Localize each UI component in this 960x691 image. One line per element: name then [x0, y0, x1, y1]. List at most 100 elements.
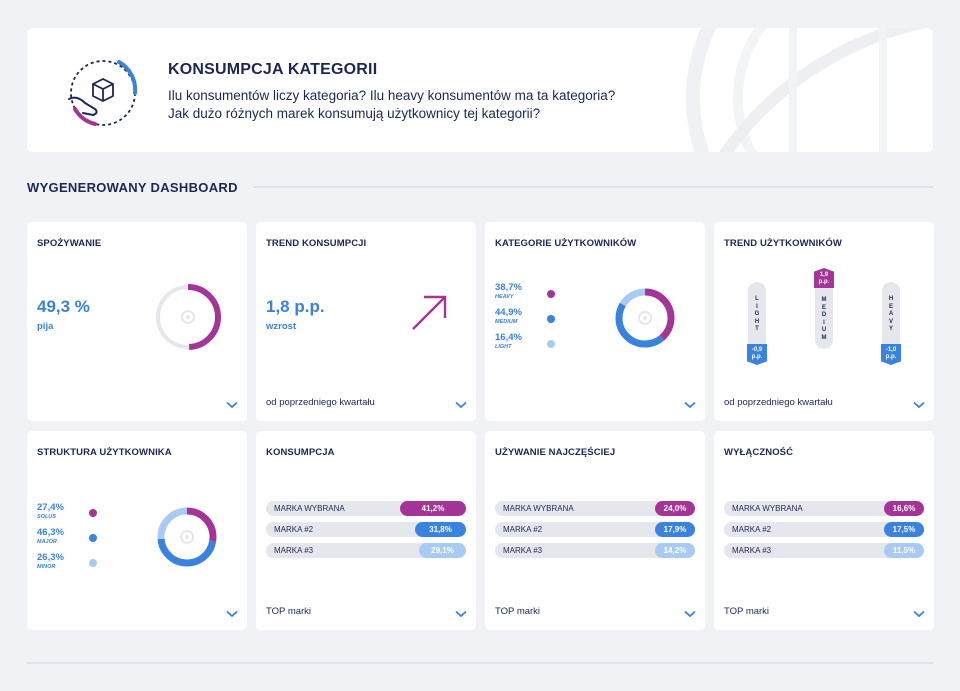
legend-item-light: 16,4% LIGHT — [495, 332, 522, 357]
brand-row: MARKA WYBRANA 41,2% — [266, 501, 466, 516]
trend-change-unit: p.p. — [885, 354, 897, 360]
card-footer: TOP marki — [724, 606, 770, 617]
legend-dot-minor — [89, 559, 97, 567]
legend-item-solus: 27,4% SOLUS — [37, 502, 64, 527]
brand-row: MARKA #2 17,9% — [495, 522, 695, 537]
consumption-sub-label: pija — [37, 321, 54, 332]
card-spozywanie[interactable]: SPOŻYWANIE 49,3 % pija — [27, 222, 247, 421]
trend-change-unit: p.p. — [751, 354, 763, 360]
brand-name: MARKA #3 — [724, 543, 924, 558]
legend-item-medium: 44,9% MEDIUM — [495, 307, 522, 332]
chevron-down-icon[interactable] — [455, 610, 467, 618]
brand-value-bar: 17,5% — [884, 522, 924, 537]
donut-segment-minor — [157, 507, 217, 567]
legend-dot-solus — [89, 509, 97, 517]
brand-name: MARKA #3 — [495, 543, 695, 558]
brand-name: MARKA WYBRANA — [495, 501, 695, 516]
chevron-down-icon[interactable] — [913, 610, 925, 618]
legend-dot-light — [547, 340, 555, 348]
user-structure-legend: 27,4% SOLUS 46,3% MAJOR 26,3% MINOR — [37, 502, 64, 577]
section-divider — [253, 186, 933, 188]
card-title: SPOŻYWANIE — [37, 238, 102, 249]
trend-change-medium: 1,9 p.p. — [814, 268, 834, 288]
brand-value-bar: 14,2% — [655, 543, 695, 558]
card-uzywanie-najczesciej[interactable]: UŻYWANIE NAJCZĘŚCIEJ MARKA WYBRANA 24,0%… — [485, 431, 705, 630]
header-panel: KONSUMPCJA KATEGORII Ilu konsumentów lic… — [27, 28, 933, 152]
chevron-down-icon[interactable] — [684, 610, 696, 618]
card-konsumpcja[interactable]: KONSUMPCJA MARKA WYBRANA 41,2% MARKA #2 … — [256, 431, 476, 630]
page-title: KONSUMPCJA KATEGORII — [168, 61, 378, 78]
brand-row: MARKA #2 31,8% — [266, 522, 466, 537]
trend-change-light: -0,9 p.p. — [747, 344, 767, 365]
page-question-line-1: Ilu konsumentów liczy kategoria? Ilu hea… — [168, 88, 616, 103]
brand-value-bar: 17,9% — [655, 522, 695, 537]
donut-center-dot — [643, 316, 647, 320]
brand-row: MARKA #3 11,5% — [724, 543, 924, 558]
trend-change-unit: p.p. — [818, 279, 830, 285]
chevron-down-icon[interactable] — [913, 401, 925, 409]
chevron-down-icon[interactable] — [226, 610, 238, 618]
brand-value-bar: 24,0% — [655, 501, 695, 516]
legend-label: LIGHT — [495, 344, 512, 350]
brand-value-bar: 29,1% — [419, 543, 466, 558]
card-title: STRUKTURA UŻYTKOWNIKA — [37, 447, 172, 458]
card-footer: TOP marki — [495, 606, 541, 617]
card-title: TREND KONSUMPCJI — [266, 238, 367, 249]
legend-label: MINOR — [37, 564, 56, 570]
user-structure-donut-chart — [157, 507, 217, 567]
consumption-trend-value: 1,8 p.p. — [266, 297, 325, 316]
chevron-down-icon[interactable] — [226, 401, 238, 409]
trend-change-value: -0,9 — [751, 347, 763, 353]
legend-dot-medium — [547, 315, 555, 323]
legend-pct: 26,3% — [37, 552, 64, 563]
card-title: KATEGORIE UŻYTKOWNIKÓW — [495, 238, 637, 249]
legend-label: HEAVY — [495, 294, 514, 300]
brand-value-bar: 41,2% — [400, 501, 466, 516]
trend-change-heavy: -1,0 p.p. — [881, 344, 901, 365]
category-box-icon — [68, 60, 138, 126]
legend-item-major: 46,3% MAJOR — [37, 527, 64, 552]
card-trend-konsumpcji[interactable]: TREND KONSUMPCJI 1,8 p.p. wzrost od popr… — [256, 222, 476, 421]
brand-row: MARKA #2 17,5% — [724, 522, 924, 537]
decorative-globe-watermark — [686, 28, 925, 152]
user-categories-legend: 38,7% HEAVY 44,9% MEDIUM 16,4% LIGHT — [495, 282, 522, 357]
legend-item-heavy: 38,7% HEAVY — [495, 282, 522, 307]
donut-segment-medium — [615, 288, 675, 348]
trend-change-value: -1,0 — [885, 347, 897, 353]
card-footer: TOP marki — [266, 606, 312, 617]
legend-dot-major — [89, 534, 97, 542]
card-footer: od poprzedniego kwartału — [266, 397, 375, 408]
donut-center-ring — [180, 530, 194, 544]
donut-center-dot — [185, 535, 189, 539]
legend-label: SOLUS — [37, 514, 56, 520]
chevron-down-icon[interactable] — [684, 401, 696, 409]
brand-row: MARKA #3 14,2% — [495, 543, 695, 558]
user-categories-donut-chart — [615, 288, 675, 348]
brand-name: MARKA #2 — [495, 522, 695, 537]
brand-value-bar: 31,8% — [415, 522, 466, 537]
consumption-donut-arc — [155, 284, 221, 350]
card-wylacznosc[interactable]: WYŁĄCZNOŚĆ MARKA WYBRANA 16,6% MARKA #2 … — [714, 431, 934, 630]
card-struktura-uzytkownika[interactable]: STRUKTURA UŻYTKOWNIKA 27,4% SOLUS 46,3% … — [27, 431, 247, 630]
donut-segment-heavy — [615, 288, 675, 348]
brand-name: MARKA #3 — [266, 543, 466, 558]
donut-segment-major — [157, 507, 217, 567]
legend-pct: 27,4% — [37, 502, 64, 513]
legend-pct: 44,9% — [495, 307, 522, 318]
brand-name: MARKA WYBRANA — [724, 501, 924, 516]
trend-change-value: 1,9 — [819, 272, 829, 278]
brand-name: MARKA #2 — [724, 522, 924, 537]
chevron-down-icon[interactable] — [455, 401, 467, 409]
legend-label: MEDIUM — [495, 319, 518, 325]
donut-center-ring — [638, 311, 652, 325]
legend-pct: 46,3% — [37, 527, 64, 538]
consumption-trend-sub-label: wzrost — [266, 321, 297, 332]
section-title: WYGENEROWANY DASHBOARD — [27, 180, 238, 195]
legend-pct: 38,7% — [495, 282, 522, 293]
card-kategorie-uzytkownikow[interactable]: KATEGORIE UŻYTKOWNIKÓW 38,7% HEAVY 44,9%… — [485, 222, 705, 421]
